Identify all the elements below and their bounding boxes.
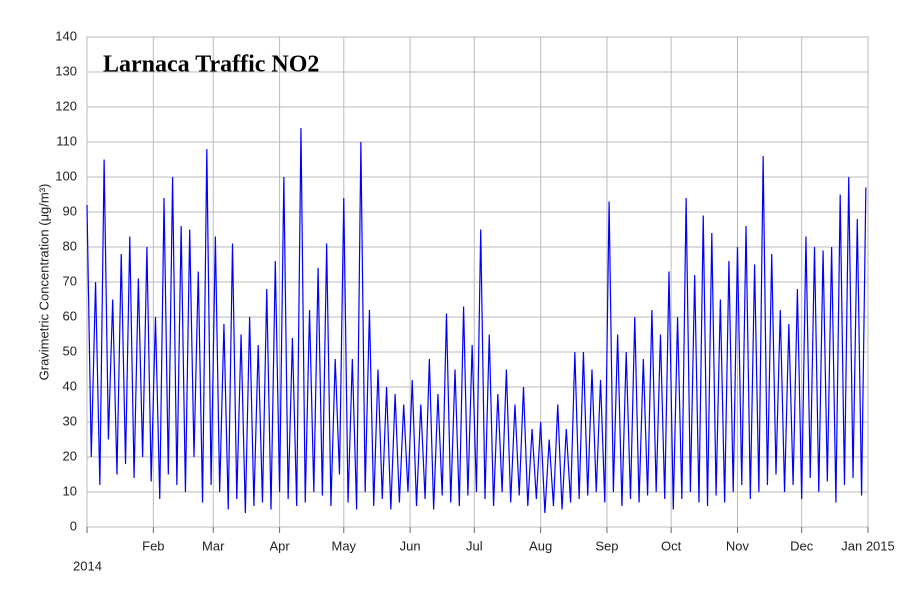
x-tick-label: 2014: [73, 558, 102, 573]
y-tick-label: 0: [70, 518, 77, 533]
y-tick-label: 130: [55, 63, 77, 78]
x-tick-label: May: [331, 538, 356, 553]
x-tick-label: Oct: [661, 538, 682, 553]
y-tick-label: 110: [56, 133, 77, 148]
y-tick-label: 120: [55, 98, 77, 113]
y-tick-label: 50: [63, 343, 77, 358]
x-tick-label: Aug: [529, 538, 552, 553]
y-tick-label: 140: [55, 28, 77, 43]
x-tick-label: Mar: [202, 538, 225, 553]
y-tick-label: 100: [55, 168, 77, 183]
x-tick-label: Jul: [466, 538, 483, 553]
data-line: [86, 127, 867, 514]
chart-title: Larnaca Traffic NO2: [103, 52, 319, 78]
y-tick-label: 20: [63, 448, 77, 463]
x-tick-label: Sep: [595, 538, 618, 553]
y-tick-label: 90: [63, 203, 77, 218]
x-tick-label: Feb: [142, 538, 164, 553]
x-tick-label: Apr: [269, 538, 290, 553]
x-tick-label: Dec: [790, 538, 814, 553]
y-tick-label: 30: [63, 413, 77, 428]
y-tick-label: 70: [63, 273, 77, 288]
y-axis-label: Gravimetric Concentration (μg/m³): [36, 184, 51, 381]
y-tick-label: 40: [63, 378, 77, 393]
x-tick-label: Jun: [400, 538, 421, 553]
y-tick-label: 80: [63, 238, 77, 253]
y-tick-label: 60: [63, 308, 77, 323]
x-tick-label: Nov: [726, 538, 750, 553]
y-tick-label: 10: [63, 483, 77, 498]
x-tick-label: Jan 2015: [841, 538, 895, 553]
